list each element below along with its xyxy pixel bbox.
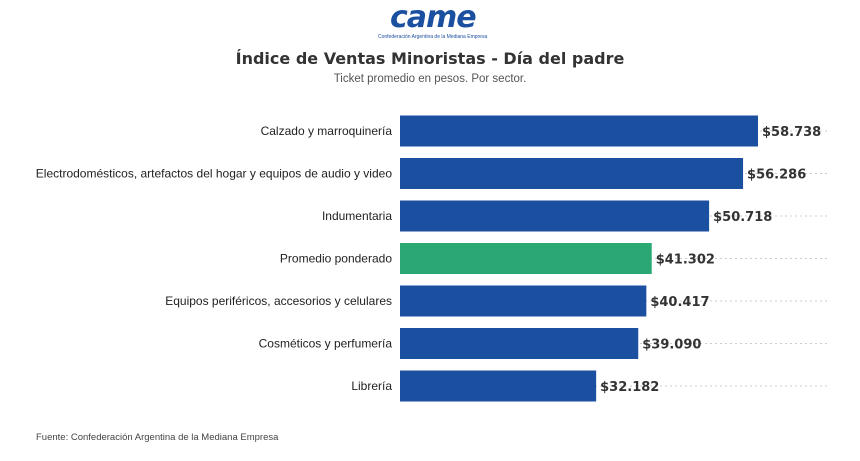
logo-wordmark: came <box>390 0 477 35</box>
value-label: $32.182 <box>600 380 659 395</box>
came-logo: came Confederación Argentina de la Media… <box>378 0 487 44</box>
bar <box>400 370 597 402</box>
bar <box>400 243 652 274</box>
category-label: Librería <box>351 379 392 393</box>
category-label: Calzado y marroquinería <box>261 124 393 138</box>
value-label: $40.417 <box>650 295 709 310</box>
value-label: $58.738 <box>762 125 821 140</box>
bar <box>400 328 639 359</box>
category-label: Indumentaria <box>322 209 392 223</box>
value-label: $50.718 <box>713 210 772 225</box>
bar <box>400 285 647 317</box>
value-label: $41.302 <box>656 253 715 268</box>
chart-subtitle: Ticket promedio en pesos. Por sector. <box>333 73 527 85</box>
source-note: Fuente: Confederación Argentina de la Me… <box>36 432 279 443</box>
category-label: Promedio ponderado <box>280 252 392 266</box>
category-label: Equipos periféricos, accesorios y celula… <box>165 294 392 308</box>
category-label: Electrodomésticos, artefactos del hogar … <box>36 167 393 181</box>
bar <box>400 158 744 189</box>
logo-subtitle: Confederación Argentina de la Mediana Em… <box>378 34 488 40</box>
chart-title: Índice de Ventas Minoristas - Día del pa… <box>235 49 625 68</box>
value-label: $56.286 <box>747 168 806 183</box>
category-label: Cosméticos y perfumería <box>259 337 393 351</box>
value-label: $39.090 <box>642 338 701 353</box>
bar <box>400 115 758 147</box>
bar <box>400 200 710 232</box>
